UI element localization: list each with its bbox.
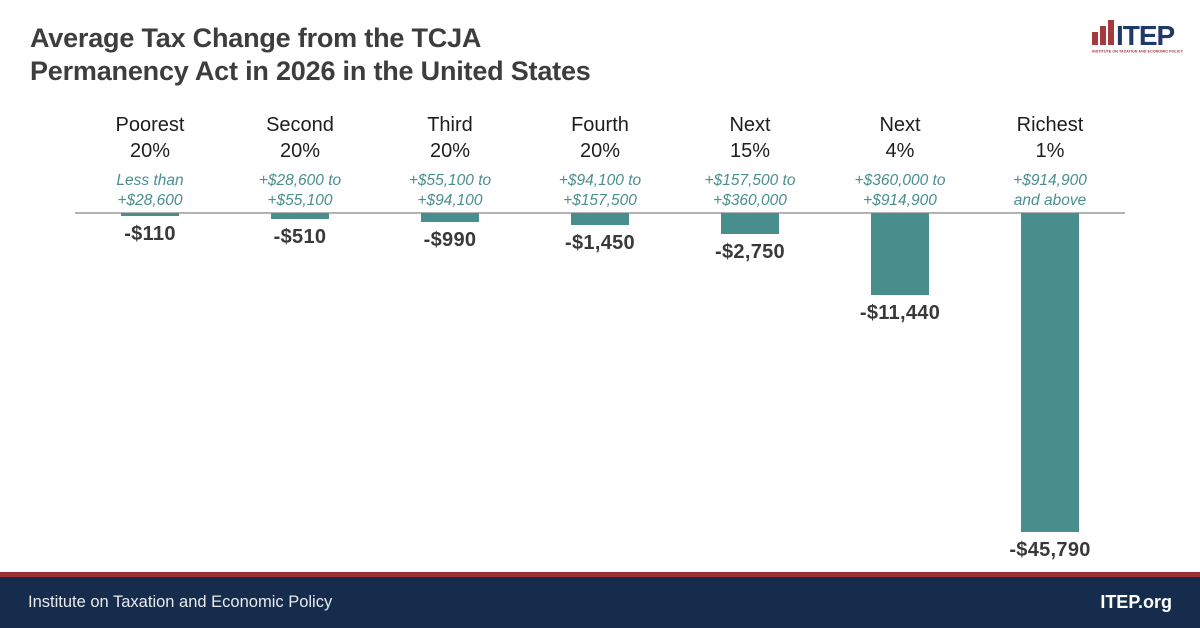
income-range-line1: +$914,900: [1013, 172, 1087, 189]
column-header: Richest 1% +$914,900 and above: [975, 112, 1125, 211]
category-label-line1: Fourth: [571, 114, 629, 136]
category-label-line1: Third: [427, 114, 473, 136]
bar: [421, 213, 479, 222]
income-range-line1: +$28,600 to: [258, 172, 342, 189]
category-label-line2: 20%: [429, 140, 471, 162]
income-range-line1: Less than: [116, 172, 184, 189]
bar: [121, 213, 179, 216]
value-label: -$11,440: [859, 302, 941, 324]
income-range-line1: +$157,500 to: [704, 172, 796, 189]
income-range-label: +$55,100 to +$94,100: [375, 171, 525, 211]
income-range-label: +$360,000 to +$914,900: [825, 171, 975, 211]
value-label: -$510: [273, 226, 327, 248]
column-header: Poorest 20% Less than +$28,600: [75, 112, 225, 211]
income-range-line1: +$360,000 to: [854, 172, 946, 189]
footer-accent-rule: [0, 572, 1200, 577]
income-range-line1: +$55,100 to: [408, 172, 492, 189]
value-label: -$1,450: [565, 232, 635, 254]
bar-chart-icon: [1092, 20, 1114, 45]
category-label-line2: 20%: [279, 140, 321, 162]
income-range-line1: +$94,100 to: [558, 172, 642, 189]
category-label-line1: Poorest: [115, 114, 185, 136]
value-label: -$2,750: [715, 241, 785, 263]
column-header: Next 4% +$360,000 to +$914,900: [825, 112, 975, 211]
column-header: Next 15% +$157,500 to +$360,000: [675, 112, 825, 211]
income-range-line2: +$28,600: [117, 192, 183, 209]
category-label-line1: Richest: [1016, 114, 1084, 136]
page-title: Average Tax Change from the TCJA Permane…: [30, 22, 591, 88]
logo-wordmark: ITEP: [1116, 20, 1175, 51]
category-label-line2: 20%: [579, 140, 621, 162]
income-range-line2: +$360,000: [713, 192, 787, 209]
category-label-line2: 20%: [129, 140, 171, 162]
footer: Institute on Taxation and Economic Polic…: [0, 577, 1200, 628]
income-range-label: Less than +$28,600: [75, 171, 225, 211]
itep-logo: ITEP INSTITUTE ON TAXATION AND ECONOMIC …: [1092, 20, 1184, 54]
page-title-line2: Permanency Act in 2026 in the United Sta…: [30, 56, 591, 86]
footer-org-name: Institute on Taxation and Economic Polic…: [28, 593, 333, 611]
category-label-line2: 4%: [885, 140, 915, 162]
footer-website-link[interactable]: ITEP.org: [1100, 592, 1172, 612]
column-header: Fourth 20% +$94,100 to +$157,500: [525, 112, 675, 211]
income-range-line2: and above: [1013, 192, 1087, 209]
category-label-line1: Next: [879, 114, 921, 136]
bar: [721, 213, 779, 234]
income-range-line2: +$914,900: [863, 192, 937, 209]
income-range-label: +$157,500 to +$360,000: [675, 171, 825, 211]
bar: [271, 213, 329, 219]
income-range-label: +$914,900 and above: [975, 171, 1125, 211]
logo-tagline: INSTITUTE ON TAXATION AND ECONOMIC POLIC…: [1092, 50, 1184, 54]
income-range-line2: +$157,500: [563, 192, 637, 209]
value-label: -$110: [124, 223, 176, 245]
category-label-line1: Second: [266, 114, 334, 136]
value-label: -$990: [423, 229, 477, 251]
page-title-line1: Average Tax Change from the TCJA: [30, 23, 482, 53]
category-label-line2: 1%: [1035, 140, 1065, 162]
bar: [871, 213, 929, 295]
income-range-label: +$28,600 to +$55,100: [225, 171, 375, 211]
bar: [1021, 213, 1079, 532]
column-header: Third 20% +$55,100 to +$94,100: [375, 112, 525, 211]
column-header: Second 20% +$28,600 to +$55,100: [225, 112, 375, 211]
category-label-line1: Next: [729, 114, 771, 136]
value-label: -$45,790: [1009, 539, 1091, 561]
bar: [571, 213, 629, 225]
income-range-line2: +$94,100: [417, 192, 483, 209]
income-range-label: +$94,100 to +$157,500: [525, 171, 675, 211]
category-label-line2: 15%: [729, 140, 771, 162]
income-range-line2: +$55,100: [267, 192, 333, 209]
